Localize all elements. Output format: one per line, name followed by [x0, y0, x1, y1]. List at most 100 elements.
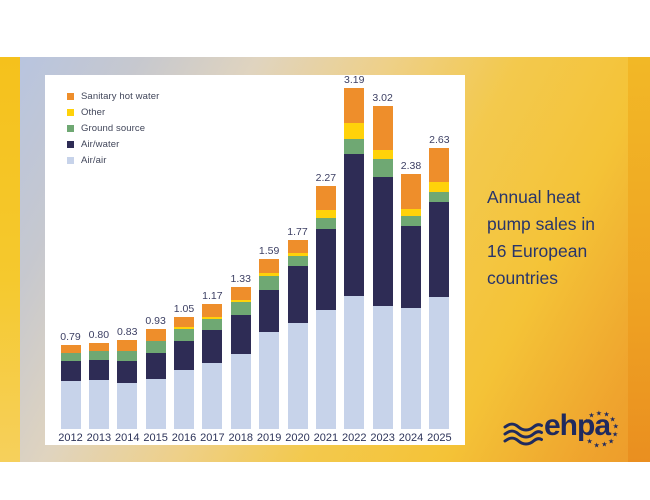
- bar-column-2024: 2.38 2024: [398, 160, 425, 444]
- bar-segment-other: [230, 299, 251, 302]
- x-axis-label: 2015: [143, 432, 168, 444]
- legend-item-other: Other: [67, 107, 159, 118]
- bar-segment-ground_source: [372, 159, 393, 177]
- bar-segment-air_air: [230, 354, 251, 429]
- star-icon: ★: [586, 438, 593, 446]
- slide-caption: Annual heat pump sales in 16 European co…: [487, 184, 595, 292]
- x-axis-label: 2016: [171, 432, 197, 444]
- bar-segment-sanitary_hot_water: [60, 344, 81, 354]
- bar-segment-air_water: [259, 289, 280, 332]
- bar-column-2015: 0.93 2015: [142, 315, 169, 444]
- star-icon: ★: [607, 438, 615, 445]
- bar-segment-ground_source: [401, 216, 421, 226]
- bar-segment-ground_source: [88, 350, 109, 360]
- bar-segment-sanitary_hot_water: [88, 343, 109, 351]
- bar-stack: [315, 186, 336, 429]
- legend-item-air_water: Air/water: [67, 139, 159, 150]
- star-icon: ★: [603, 411, 610, 419]
- bar-chart: 0.79 2012 0.80 2013 0.83 2014 0.93 2015 1.05 2016…: [57, 74, 453, 444]
- bar-segment-air_air: [117, 383, 138, 429]
- bar-stack: [429, 147, 450, 429]
- bar-total-label: 1.05: [173, 302, 195, 315]
- legend-label: Air/water: [81, 139, 120, 150]
- bar-segment-air_air: [287, 323, 308, 429]
- bar-column-2020: 1.77 2020: [284, 226, 311, 444]
- bar-segment-sanitary_hot_water: [230, 286, 251, 300]
- legend-swatch-air_air: [67, 157, 74, 164]
- x-axis-label: 2018: [228, 432, 253, 444]
- bar-segment-sanitary_hot_water: [259, 258, 280, 273]
- bar-column-2025: 2.63 2025: [426, 134, 453, 444]
- star-circle-icon: ★ ★ ★ ★ ★ ★ ★ ★ ★ ★ ★: [503, 408, 633, 466]
- legend-item-ground_source: Ground source: [67, 123, 159, 134]
- legend-label: Ground source: [81, 123, 146, 134]
- bar-segment-air_water: [145, 353, 166, 379]
- bar-stack: [145, 329, 166, 429]
- bar-stack: [230, 286, 251, 429]
- x-axis-label: 2021: [313, 432, 339, 444]
- bar-segment-air_air: [315, 310, 336, 429]
- bar-segment-ground_source: [230, 301, 251, 315]
- legend-label: Sanitary hot water: [81, 91, 160, 102]
- legend-label: Air/air: [81, 155, 107, 166]
- bar-segment-ground_source: [60, 353, 81, 361]
- bar-segment-ground_source: [259, 276, 280, 290]
- bar-segment-other: [401, 208, 421, 217]
- bar-stack: [88, 343, 109, 429]
- bar-total-label: 1.59: [258, 244, 280, 257]
- star-icon: ★: [612, 423, 619, 431]
- slide-background: Sanitary hot water Other Ground source Air/…: [0, 57, 650, 462]
- bar-column-2016: 1.05 2016: [171, 303, 198, 444]
- bar-stack: [344, 87, 365, 429]
- bar-total-label: 2.38: [400, 160, 422, 173]
- bar-total-label: 1.17: [202, 289, 223, 302]
- chart-panel: Sanitary hot water Other Ground source Air/…: [45, 74, 465, 445]
- bar-segment-other: [372, 149, 393, 160]
- bar-stack: [372, 105, 393, 429]
- caption-line: 16 European: [487, 241, 588, 261]
- bar-segment-ground_source: [117, 350, 138, 361]
- bar-segment-ground_source: [344, 139, 365, 155]
- bar-segment-air_water: [174, 341, 194, 371]
- bar-segment-air_water: [315, 228, 336, 311]
- legend-swatch-sanitary_hot_water: [67, 93, 74, 100]
- bar-stack: [401, 174, 421, 429]
- bar-segment-air_water: [230, 314, 251, 355]
- x-axis-label: 2012: [58, 432, 83, 444]
- bar-segment-sanitary_hot_water: [344, 87, 365, 123]
- star-icon: ★: [609, 416, 616, 424]
- bar-stack: [259, 258, 280, 429]
- x-axis-label: 2025: [427, 432, 452, 444]
- bar-segment-sanitary_hot_water: [401, 174, 421, 209]
- bar-segment-air_air: [372, 306, 393, 429]
- chart-legend: Sanitary hot water Other Ground source Air/…: [67, 91, 159, 171]
- x-axis-label: 2020: [285, 432, 310, 444]
- star-icon: ★: [582, 418, 590, 426]
- bar-segment-air_air: [259, 331, 280, 429]
- bar-segment-ground_source: [145, 341, 166, 354]
- bar-column-2014: 0.83 2014: [114, 326, 141, 444]
- legend-item-sanitary_hot_water: Sanitary hot water: [67, 91, 159, 102]
- legend-swatch-other: [67, 109, 74, 116]
- bar-segment-air_water: [202, 329, 223, 363]
- x-axis-label: 2013: [86, 432, 112, 444]
- bar-segment-air_water: [401, 225, 421, 309]
- legend-label: Other: [81, 107, 106, 118]
- bar-segment-sanitary_hot_water: [372, 105, 393, 150]
- right-accent-strip: [628, 57, 650, 462]
- legend-swatch-air_water: [67, 141, 74, 148]
- bar-segment-air_water: [372, 176, 393, 306]
- bar-column-2018: 1.33 2018: [227, 273, 254, 444]
- bar-segment-ground_source: [174, 329, 194, 342]
- star-icon: ★: [595, 410, 603, 418]
- star-icon: ★: [601, 441, 608, 449]
- bar-segment-sanitary_hot_water: [174, 316, 194, 328]
- bar-total-label: 0.93: [145, 315, 166, 328]
- bar-segment-ground_source: [202, 318, 223, 330]
- bar-segment-air_water: [88, 359, 109, 380]
- bar-segment-air_air: [60, 380, 81, 429]
- logo-wordmark: ehpa: [544, 409, 611, 442]
- wave-icon: [503, 422, 543, 446]
- bar-stack: [202, 303, 223, 429]
